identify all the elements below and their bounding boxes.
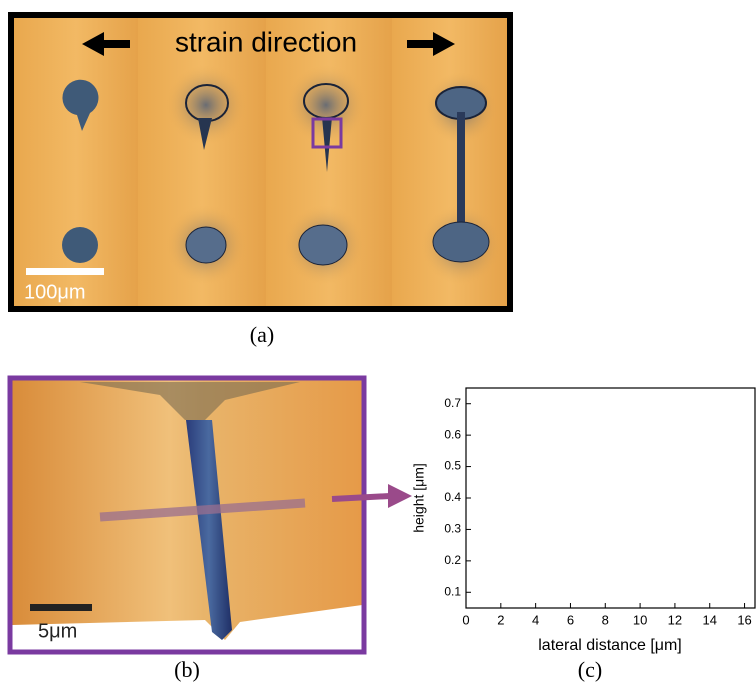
annotation: strain direction: [175, 26, 357, 57]
crack: [457, 112, 465, 232]
scale-label: 5μm: [38, 620, 77, 642]
x-axis-label: lateral distance [μm]: [538, 637, 682, 654]
scale-bar: [30, 604, 92, 611]
x-tick-label: 6: [567, 612, 574, 627]
x-tick-label: 16: [737, 612, 751, 627]
y-tick-label: 0.7: [444, 396, 461, 410]
y-tick-label: 0.1: [444, 584, 461, 598]
x-tick-label: 8: [602, 612, 609, 627]
panel-a: strain direction 100μm (a): [8, 12, 513, 347]
x-tick-label: 4: [532, 612, 539, 627]
x-tick-label: 0: [462, 612, 469, 627]
hole: [433, 222, 489, 262]
scale-bar: [26, 268, 104, 275]
figure: strain direction 100μm (a) 5μm (b) (c) l…: [0, 0, 756, 688]
y-tick-label: 0.2: [444, 553, 461, 567]
y-tick-label: 0.4: [444, 490, 461, 504]
arrow-head: [388, 484, 412, 508]
caption: (b): [174, 657, 200, 682]
x-tick-label: 10: [633, 612, 647, 627]
y-tick-label: 0.6: [444, 427, 461, 441]
y-axis-label: height [μm]: [411, 463, 427, 533]
caption: (a): [250, 322, 274, 347]
page: strain direction 100μm (a) 5μm (b) (c) l…: [0, 0, 756, 688]
plot-frame: [466, 388, 755, 608]
hole: [186, 227, 226, 263]
y-tick-label: 0.5: [444, 459, 461, 473]
x-tick-label: 2: [497, 612, 504, 627]
arrow: [332, 496, 390, 499]
x-tick-label: 14: [703, 612, 717, 627]
hole: [62, 227, 98, 263]
scale-label: 100μm: [24, 281, 86, 303]
strip: [14, 18, 138, 306]
x-tick-label: 12: [668, 612, 682, 627]
hole: [299, 225, 347, 265]
y-tick-label: 0.3: [444, 522, 461, 536]
panel-b: 5μm (b): [10, 378, 412, 682]
panel-c: (c) lateral distance [μm] height [μm] 0.…: [411, 388, 755, 682]
caption: (c): [578, 657, 602, 682]
